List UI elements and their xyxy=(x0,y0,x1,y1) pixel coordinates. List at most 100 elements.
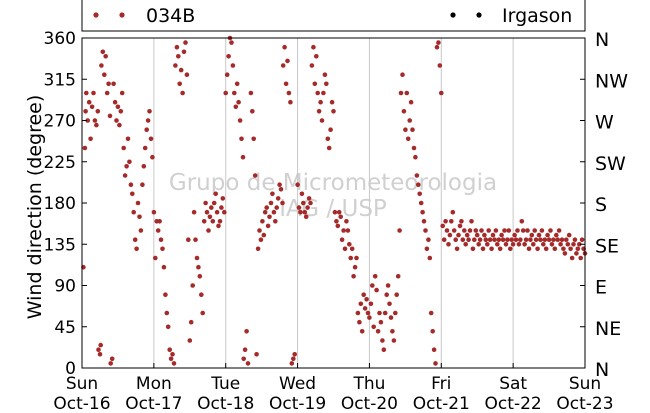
data-point-034b xyxy=(97,352,103,357)
data-point-034b xyxy=(575,246,581,252)
data-point-034b xyxy=(193,237,198,242)
data-point-034b xyxy=(308,200,313,206)
data-point-034b xyxy=(349,246,355,252)
data-point-034b xyxy=(194,255,200,261)
data-point-034b xyxy=(102,72,107,77)
data-point-034b xyxy=(492,237,497,242)
data-point-034b xyxy=(565,242,571,247)
x-tick-day: Mon xyxy=(136,374,172,394)
data-point-034b xyxy=(472,237,477,242)
legend-label-034b: 034B xyxy=(146,5,195,27)
data-point-034b xyxy=(454,246,460,252)
data-point-034b xyxy=(99,63,104,68)
data-point-034b xyxy=(325,136,331,142)
data-point-034b xyxy=(334,219,339,224)
data-point-034b xyxy=(436,40,441,45)
data-point-034b xyxy=(135,200,141,206)
x-axis: SunOct-16MonOct-17TueOct-18WedOct-19ThuO… xyxy=(53,363,614,413)
data-point-034b xyxy=(187,338,193,343)
y2-tick-label: NW xyxy=(595,70,628,92)
data-point-034b xyxy=(216,223,221,229)
data-point-034b xyxy=(338,214,344,220)
data-point-034b xyxy=(324,81,329,87)
data-point-034b xyxy=(355,310,361,316)
data-point-034b xyxy=(508,246,513,252)
data-point-034b xyxy=(430,329,436,334)
data-point-034b xyxy=(153,255,158,261)
x-tick-date: Oct-16 xyxy=(53,394,110,409)
data-point-034b xyxy=(552,246,558,252)
data-point-034b xyxy=(280,63,286,68)
data-point-034b xyxy=(447,232,453,238)
data-point-034b xyxy=(174,44,180,50)
data-point-034b xyxy=(201,219,207,224)
y-tick-label: 360 xyxy=(44,29,76,49)
y-tick-label: 90 xyxy=(54,277,76,297)
data-point-034b xyxy=(395,274,401,279)
data-point-034b xyxy=(268,200,274,206)
data-point-034b xyxy=(316,109,322,114)
data-point-034b xyxy=(211,200,217,206)
data-point-034b xyxy=(453,237,459,242)
y-axis-label: Wind direction (degree) xyxy=(24,95,46,320)
data-point-034b xyxy=(270,191,275,197)
legend-item-irgason: Irgason xyxy=(450,5,572,27)
data-point-034b xyxy=(168,356,174,362)
data-point-034b xyxy=(85,118,90,123)
data-point-034b xyxy=(248,90,254,96)
data-point-034b xyxy=(345,228,351,233)
data-point-034b xyxy=(378,319,384,325)
y2-tick-label: W xyxy=(595,112,614,134)
data-point-034b xyxy=(234,81,240,87)
data-point-034b xyxy=(499,232,504,238)
y-tick-label: 315 xyxy=(44,70,76,90)
data-point-034b xyxy=(401,109,407,114)
watermark-line-2: IAG / USP xyxy=(279,196,387,222)
data-point-034b xyxy=(180,90,185,96)
data-point-034b xyxy=(125,136,131,142)
legend-label-irgason: Irgason xyxy=(502,5,572,27)
data-point-034b xyxy=(558,242,563,247)
data-point-034b xyxy=(358,301,364,307)
data-point-034b xyxy=(566,232,572,238)
data-point-034b xyxy=(496,237,502,242)
data-point-034b xyxy=(214,209,220,215)
data-point-034b xyxy=(381,347,387,353)
data-point-034b xyxy=(474,232,480,238)
data-point-034b xyxy=(568,246,573,252)
data-point-034b xyxy=(536,232,542,238)
data-point-034b xyxy=(167,347,172,353)
data-point-034b xyxy=(390,329,395,334)
data-point-034b xyxy=(92,118,98,123)
data-point-034b xyxy=(94,122,99,128)
data-point-034b xyxy=(223,90,228,96)
data-point-034b xyxy=(344,219,349,224)
data-point-034b xyxy=(519,219,525,224)
x-tick-day: Sat xyxy=(499,374,527,394)
data-point-034b xyxy=(518,237,523,242)
data-point-034b xyxy=(321,90,326,96)
data-point-034b xyxy=(148,136,154,142)
data-point-034b xyxy=(158,237,164,242)
data-point-034b xyxy=(206,228,211,233)
data-point-034b xyxy=(170,352,175,357)
data-point-034b xyxy=(164,310,170,316)
data-point-034b xyxy=(441,237,447,242)
data-point-034b xyxy=(348,255,354,261)
data-point-034b xyxy=(342,246,348,252)
data-point-034b xyxy=(312,81,318,87)
data-point-034b xyxy=(548,228,553,233)
x-tick-day: Tue xyxy=(210,374,240,394)
data-point-034b xyxy=(103,54,108,59)
y2-tick-label: SE xyxy=(595,235,619,257)
data-point-034b xyxy=(394,292,400,298)
data-point-034b xyxy=(302,209,308,215)
data-point-034b xyxy=(367,315,372,320)
data-point-034b xyxy=(434,44,440,50)
legend-item-034b: 034B xyxy=(93,5,195,27)
data-point-034b xyxy=(405,136,411,142)
data-point-034b xyxy=(288,99,293,105)
y2-tick-label: S xyxy=(595,194,607,216)
data-point-034b xyxy=(437,63,443,68)
